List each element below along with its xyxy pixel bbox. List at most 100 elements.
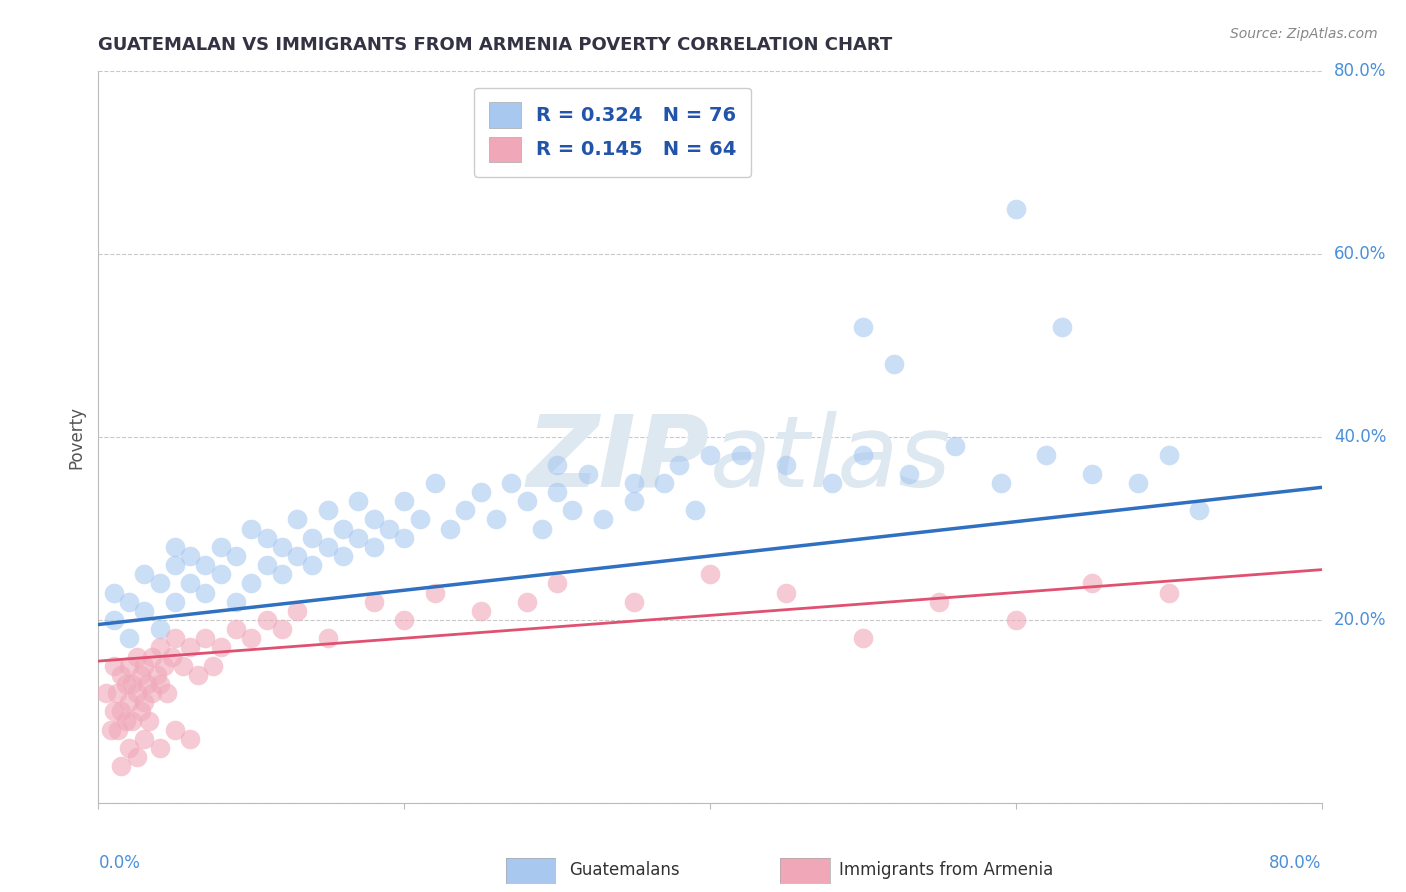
Point	[897, 467, 920, 481]
Point	[163, 632, 186, 646]
Point	[546, 576, 568, 591]
Point	[439, 521, 461, 535]
Point	[118, 658, 141, 673]
Point	[121, 714, 143, 728]
Point	[285, 512, 308, 526]
Point	[134, 731, 156, 746]
Point	[316, 540, 339, 554]
Point	[546, 458, 568, 472]
Point	[501, 475, 523, 490]
Point	[156, 686, 179, 700]
Point	[378, 521, 401, 535]
Point	[943, 439, 966, 453]
Point	[301, 558, 323, 573]
Point	[153, 658, 176, 673]
Point	[285, 549, 308, 563]
Point	[516, 594, 538, 608]
Point	[699, 449, 721, 463]
Point	[134, 567, 156, 582]
Point	[256, 613, 278, 627]
Point	[103, 705, 125, 719]
Point	[115, 714, 138, 728]
Text: Source: ZipAtlas.com: Source: ZipAtlas.com	[1230, 27, 1378, 41]
Point	[194, 632, 217, 646]
Point	[363, 594, 385, 608]
Point	[270, 567, 292, 582]
Point	[652, 475, 675, 490]
Point	[110, 667, 132, 681]
Point	[1004, 613, 1026, 627]
Point	[821, 475, 844, 490]
Point	[125, 686, 148, 700]
Point	[209, 567, 232, 582]
Text: GUATEMALAN VS IMMIGRANTS FROM ARMENIA POVERTY CORRELATION CHART: GUATEMALAN VS IMMIGRANTS FROM ARMENIA PO…	[98, 36, 893, 54]
Point	[94, 686, 117, 700]
Point	[516, 494, 538, 508]
Point	[1050, 320, 1073, 334]
Point	[454, 503, 477, 517]
Point	[179, 640, 201, 655]
Point	[209, 540, 232, 554]
Point	[852, 632, 875, 646]
Point	[118, 632, 141, 646]
Point	[408, 512, 430, 526]
Point	[392, 494, 416, 508]
Point	[163, 723, 186, 737]
Point	[134, 604, 156, 618]
Point	[623, 475, 645, 490]
Point	[546, 485, 568, 500]
Point	[225, 622, 247, 636]
Point	[270, 622, 292, 636]
Point	[990, 475, 1012, 490]
Point	[363, 512, 385, 526]
Point	[103, 585, 125, 599]
Point	[194, 558, 217, 573]
Point	[485, 512, 508, 526]
Point	[141, 686, 163, 700]
Point	[852, 449, 875, 463]
Point	[149, 576, 172, 591]
Point	[110, 759, 132, 773]
Point	[110, 705, 132, 719]
Point	[134, 695, 156, 709]
Point	[1157, 449, 1180, 463]
Point	[179, 549, 201, 563]
Point	[125, 649, 148, 664]
Point	[172, 658, 194, 673]
Point	[363, 540, 385, 554]
Point	[179, 731, 201, 746]
Point	[1081, 467, 1104, 481]
Point	[883, 357, 905, 371]
Point	[561, 503, 583, 517]
Point	[163, 558, 186, 573]
Point	[240, 632, 263, 646]
Point	[592, 512, 614, 526]
Point	[285, 604, 308, 618]
Point	[1081, 576, 1104, 591]
Point	[347, 531, 370, 545]
Point	[179, 576, 201, 591]
Point	[163, 594, 186, 608]
Point	[149, 740, 172, 755]
Point	[129, 705, 152, 719]
Point	[301, 531, 323, 545]
Point	[347, 494, 370, 508]
Point	[316, 503, 339, 517]
Point	[270, 540, 292, 554]
Point	[118, 740, 141, 755]
Point	[1035, 449, 1057, 463]
Point	[187, 667, 209, 681]
Y-axis label: Poverty: Poverty	[67, 406, 86, 468]
Point	[163, 540, 186, 554]
Point	[576, 467, 599, 481]
Point	[316, 632, 339, 646]
Point	[100, 723, 122, 737]
Point	[149, 677, 172, 691]
Point	[470, 485, 492, 500]
Point	[1157, 585, 1180, 599]
Text: 20.0%: 20.0%	[1334, 611, 1386, 629]
Text: Immigrants from Armenia: Immigrants from Armenia	[839, 861, 1053, 879]
Point	[392, 531, 416, 545]
Point	[225, 594, 247, 608]
Point	[392, 613, 416, 627]
